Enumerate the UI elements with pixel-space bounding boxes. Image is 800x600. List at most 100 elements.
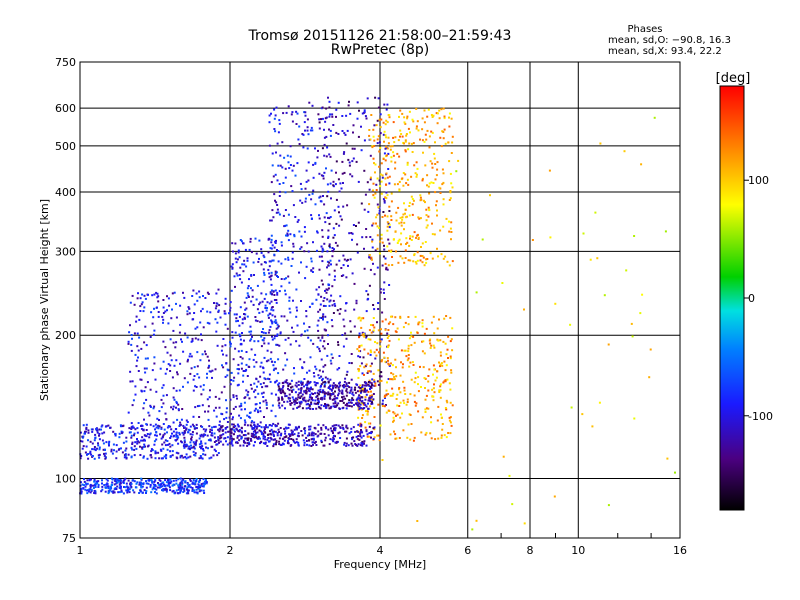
data-point bbox=[340, 275, 343, 277]
data-point bbox=[372, 262, 374, 265]
data-point bbox=[211, 369, 214, 372]
data-point bbox=[179, 491, 181, 494]
data-point bbox=[246, 375, 249, 377]
data-point bbox=[303, 399, 305, 402]
data-point bbox=[384, 360, 387, 363]
data-point bbox=[242, 434, 245, 437]
data-point bbox=[346, 391, 349, 394]
data-point bbox=[292, 330, 295, 333]
data-point bbox=[200, 393, 203, 396]
data-point bbox=[154, 423, 157, 426]
data-point bbox=[80, 490, 83, 493]
chart-subtitle: RwPretec (8p) bbox=[331, 42, 429, 58]
data-point bbox=[178, 331, 181, 334]
data-point bbox=[326, 260, 329, 263]
data-point bbox=[265, 261, 267, 264]
data-point bbox=[164, 439, 167, 442]
data-point bbox=[175, 433, 178, 436]
data-point bbox=[130, 428, 133, 430]
data-point bbox=[403, 228, 405, 231]
data-point bbox=[409, 235, 412, 238]
data-point bbox=[298, 143, 301, 145]
data-point bbox=[417, 376, 420, 379]
data-point bbox=[149, 404, 152, 407]
data-point bbox=[169, 370, 172, 372]
data-point bbox=[337, 341, 339, 344]
data-point bbox=[205, 446, 208, 449]
data-point bbox=[143, 341, 146, 344]
data-point bbox=[373, 380, 376, 383]
data-point bbox=[316, 231, 319, 234]
data-point bbox=[274, 430, 277, 433]
data-point bbox=[328, 128, 330, 131]
y-tick-label: 200 bbox=[55, 329, 76, 342]
data-point bbox=[363, 366, 366, 369]
data-point bbox=[178, 389, 181, 392]
data-point bbox=[417, 216, 420, 219]
data-point bbox=[354, 430, 357, 433]
data-point bbox=[97, 480, 100, 483]
data-point bbox=[274, 289, 277, 292]
data-point bbox=[182, 478, 185, 481]
data-point bbox=[266, 385, 269, 388]
data-point bbox=[377, 106, 380, 109]
data-point bbox=[307, 399, 310, 402]
data-point bbox=[391, 256, 393, 258]
data-point bbox=[327, 381, 330, 384]
data-point bbox=[180, 440, 182, 443]
data-point bbox=[84, 451, 87, 454]
data-point bbox=[417, 129, 420, 132]
data-point bbox=[401, 112, 404, 115]
data-point bbox=[183, 488, 186, 491]
data-point bbox=[187, 489, 190, 492]
data-point bbox=[238, 333, 241, 336]
data-point bbox=[143, 489, 146, 492]
data-point bbox=[104, 486, 107, 489]
data-point bbox=[268, 144, 271, 147]
data-point bbox=[345, 388, 348, 391]
data-point bbox=[309, 129, 312, 132]
data-point bbox=[326, 298, 329, 301]
data-point bbox=[332, 236, 335, 239]
data-point bbox=[326, 266, 328, 269]
data-point bbox=[319, 316, 322, 319]
data-point bbox=[196, 365, 199, 368]
chart-title: Tromsø 20151126 21:58:00–21:59:43 bbox=[248, 28, 512, 44]
data-point bbox=[94, 482, 97, 485]
data-point bbox=[334, 275, 336, 278]
data-point bbox=[376, 434, 379, 437]
data-point bbox=[158, 410, 161, 413]
data-point bbox=[252, 430, 255, 433]
data-point bbox=[237, 372, 240, 375]
data-point bbox=[296, 220, 299, 223]
data-point bbox=[160, 449, 163, 452]
data-point bbox=[144, 439, 146, 442]
data-point bbox=[338, 224, 341, 227]
data-point bbox=[170, 480, 173, 483]
data-point bbox=[322, 318, 324, 321]
data-point bbox=[365, 117, 368, 120]
data-point bbox=[410, 142, 413, 145]
data-point bbox=[266, 426, 269, 429]
data-point bbox=[164, 479, 167, 482]
data-point bbox=[457, 159, 460, 162]
data-point bbox=[327, 428, 330, 431]
data-point bbox=[381, 216, 384, 218]
data-point bbox=[276, 434, 279, 437]
data-point bbox=[426, 129, 429, 132]
data-point bbox=[182, 385, 184, 388]
data-point bbox=[257, 437, 259, 440]
data-point bbox=[322, 424, 325, 427]
data-point bbox=[210, 432, 213, 435]
data-point bbox=[149, 388, 152, 391]
data-point bbox=[143, 306, 146, 309]
data-point bbox=[111, 484, 113, 487]
data-point bbox=[201, 307, 204, 310]
data-point bbox=[554, 302, 557, 305]
data-point bbox=[310, 198, 313, 201]
data-point bbox=[206, 434, 209, 437]
data-point bbox=[177, 436, 180, 439]
data-point bbox=[328, 100, 331, 103]
data-point bbox=[172, 408, 174, 411]
data-point bbox=[334, 241, 337, 244]
